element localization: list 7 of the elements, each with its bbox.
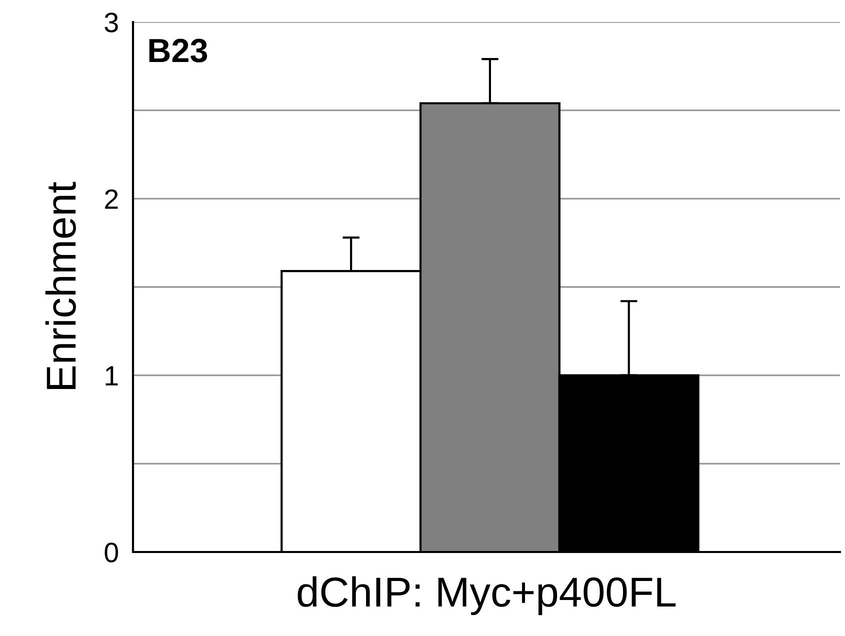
- x-axis-title: dChIP: Myc+p400FL: [298, 576, 676, 616]
- y-axis-title: Enrichment: [45, 182, 76, 389]
- y-tick-label: 3: [104, 12, 118, 32]
- y-tick-label: 1: [106, 366, 118, 386]
- annotation: B23: [149, 38, 208, 62]
- y-tick-label: 0: [104, 542, 118, 562]
- y-tick-label: 2: [105, 189, 118, 209]
